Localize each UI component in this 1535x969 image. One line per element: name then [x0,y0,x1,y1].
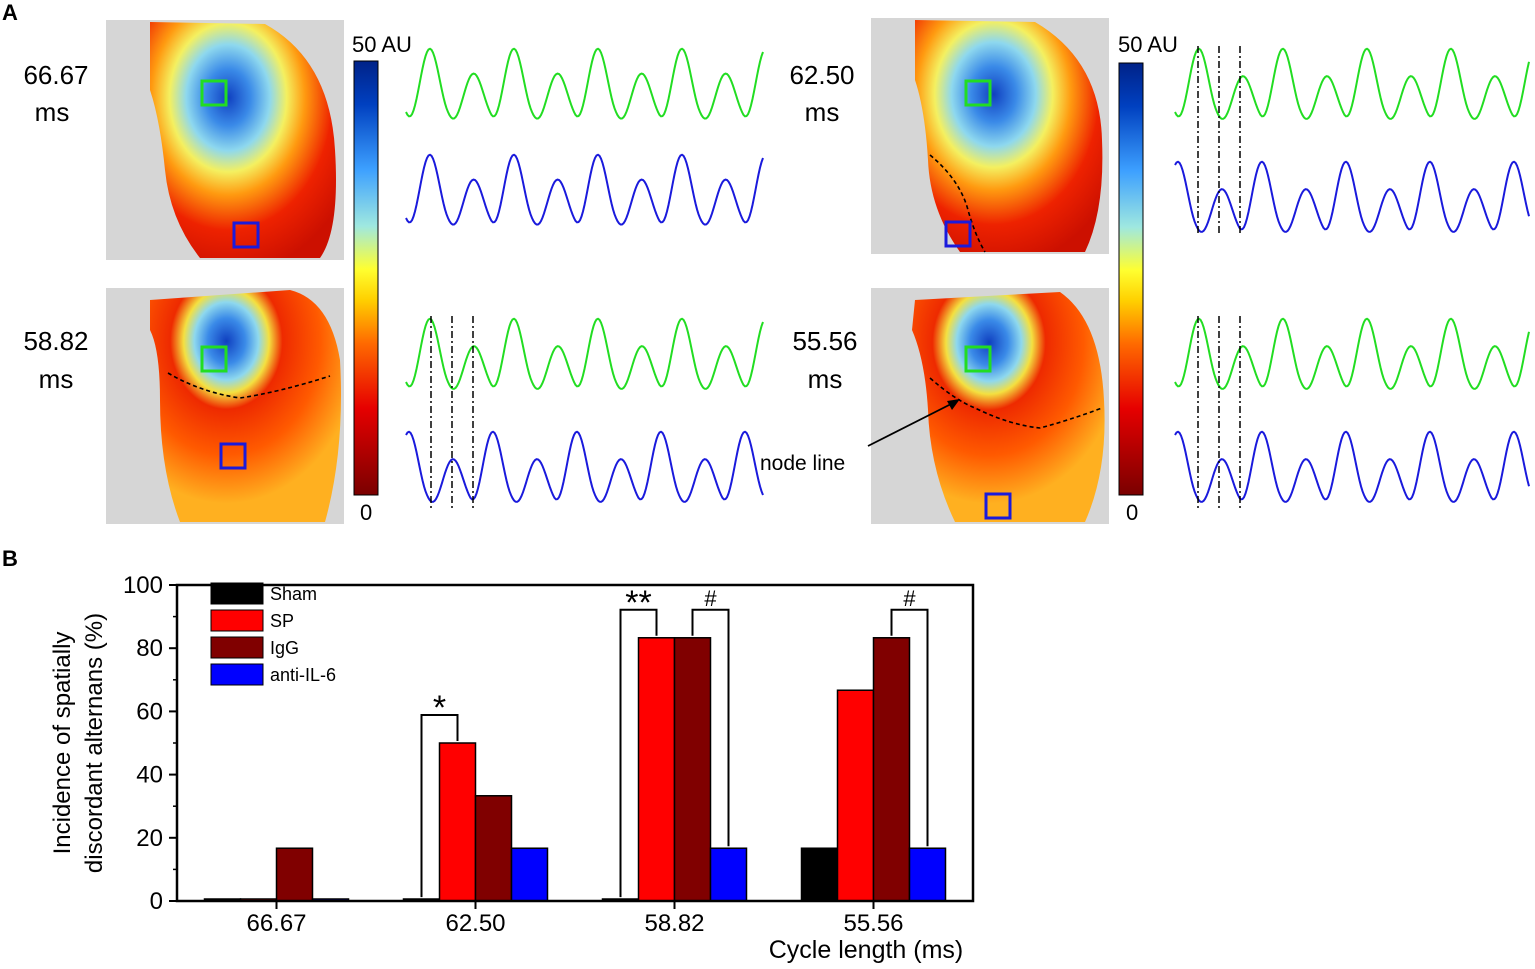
signal-trace [405,47,764,120]
signal-trace [1174,430,1530,503]
blue-roi-marker [984,492,1012,520]
y-tick-label: 0 [150,888,163,915]
significance-label: # [704,586,717,611]
colorbar-min-label: 0 [1126,500,1138,525]
blue-roi-marker [944,220,972,248]
cycle-unit: ms [808,364,843,394]
x-tick-label: 66.67 [246,910,306,937]
bar-igg-55-56 [872,637,911,902]
legend: Sham SP IgG anti-IL-6 [210,582,336,686]
significance-layer: *** # # [420,584,929,898]
optical-traces [405,47,1530,503]
arrow-head-icon [947,399,960,410]
signal-trace [1174,47,1530,120]
node-line [929,377,1103,429]
y-axis: 0 20 40 60 80 100 [123,572,177,915]
x-axis-label: Cycle length (ms) [769,936,964,964]
tissue-region [912,292,1105,522]
bar-sp-55-56 [836,689,875,902]
node-line-arrow [867,401,956,447]
significance-bracket [890,608,929,847]
significance-bracket [420,714,459,898]
y-tick-label: 40 [136,762,163,789]
legend-label-sham: Sham [270,584,317,604]
activation-map-58-82 [106,288,344,524]
signal-trace [405,153,764,226]
bar-sham-55-56 [800,847,839,902]
colorbar-max-label: 50 AU [352,32,412,57]
colorbar-right [1118,62,1144,496]
y-tick-label: 20 [136,825,163,852]
bar-igg-66-67 [275,847,314,902]
x-tick-label: 58.82 [644,910,704,937]
legend-label-igg: IgG [270,638,299,658]
activation-map-55-56 [871,288,1109,524]
node-line [167,372,331,399]
significance-bracket [691,608,730,847]
node-line-label: node line [760,452,845,475]
node-line [929,154,986,253]
signal-trace [1174,160,1530,233]
y-tick-label: 100 [123,572,163,599]
significance-label: ** [625,584,651,622]
activation-map-62-50 [871,18,1109,254]
bar-anti-il-6-58-82 [709,847,748,902]
tissue-region [150,290,341,522]
bars-layer [203,637,947,902]
bar-sp-62-50 [438,742,477,902]
signal-trace [405,317,764,390]
cycle-label-55-56: 55.56 [792,326,857,356]
bar-anti-il-6-55-56 [908,847,947,902]
green-roi-marker [200,345,228,373]
signal-trace [1174,317,1530,390]
cycle-unit: ms [805,97,840,127]
legend-label-anti-il-6: anti-IL-6 [270,665,336,685]
cycle-unit: ms [39,364,74,394]
x-tick-label: 55.56 [843,910,903,937]
significance-label: # [903,586,916,611]
significance-label: * [433,689,446,727]
signal-trace [405,430,764,503]
legend-swatch-sp [210,609,264,632]
panel-b-label: B [2,546,18,571]
activation-map-66-67 [106,20,344,260]
legend-swatch-anti-il-6 [210,663,264,686]
panel-a-label: A [2,0,18,25]
cycle-label-66-67: 66.67 [23,60,88,90]
blue-roi-marker [232,221,260,249]
y-tick-label: 80 [136,635,163,662]
green-roi-marker [964,79,992,107]
colorbar-max-label: 50 AU [1118,32,1178,57]
y-tick-label: 60 [136,698,163,725]
cycle-label-62-50: 62.50 [789,60,854,90]
legend-label-sp: SP [270,611,294,631]
bar-igg-58-82 [673,637,712,902]
legend-swatch-sham [210,582,264,605]
green-roi-marker [200,79,228,107]
cycle-unit: ms [35,97,70,127]
bar-sp-58-82 [637,637,676,902]
significance-bracket [619,608,658,898]
y-axis-label-line2: discordant alternans (%) [81,613,108,873]
tissue-region [150,22,336,258]
bar-anti-il-6-62-50 [510,847,549,902]
legend-swatch-igg [210,636,264,659]
bar-igg-62-50 [474,795,513,902]
colorbar-left [353,60,379,496]
x-tick-label: 62.50 [445,910,505,937]
blue-roi-marker [219,442,247,470]
cycle-label-58-82: 58.82 [23,326,88,356]
plot-frame [175,583,975,903]
y-axis-label-line1: Incidence of spatially [49,632,76,855]
trace-markers [430,46,1241,508]
x-axis: 66.67 62.50 58.82 55.56 [246,901,904,937]
green-roi-marker [964,345,992,373]
colorbar-min-label: 0 [360,500,372,525]
